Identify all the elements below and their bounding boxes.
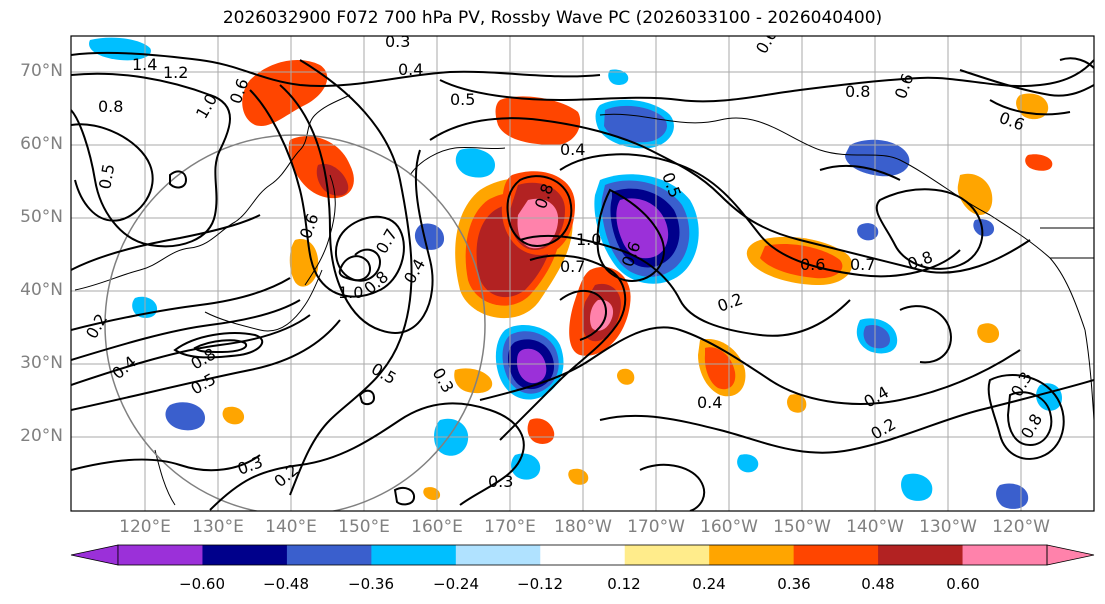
map-title: 2026032900 F072 700 hPa PV, Rossby Wave … [222, 8, 883, 28]
lon-label-150e: 150°E [338, 517, 390, 537]
lat-label-40n: 40°N [20, 280, 63, 300]
contour-label: 0.3 [488, 472, 513, 491]
lon-label-120w: 120°W [992, 517, 1050, 537]
lat-label-70n: 70°N [20, 61, 63, 81]
colorbar-segment [202, 545, 288, 565]
pv-contours [71, 51, 1094, 511]
colorbar-tick: −0.24 [433, 575, 479, 593]
colorbar-segment [286, 545, 372, 565]
colorbar-segment [709, 545, 795, 565]
contour-label: 0.3 [385, 32, 410, 51]
contour-label: 0.4 [697, 393, 722, 412]
colorbar-segment [540, 545, 626, 565]
colorbar-segment [455, 545, 541, 565]
colorbar-tick: 0.24 [692, 575, 726, 593]
colorbar-extend-right [1046, 544, 1095, 566]
lon-label-170w: 170°W [627, 517, 685, 537]
lat-label-60n: 60°N [20, 134, 63, 154]
colorbar-tick: −0.48 [263, 575, 309, 593]
lon-label-140w: 140°W [846, 517, 904, 537]
contour-label: 1.0 [338, 283, 363, 302]
contour-label: 0.8 [98, 97, 123, 116]
contour-label: 0.4 [560, 140, 585, 159]
colorbar [70, 544, 1095, 566]
lat-label-50n: 50°N [20, 207, 63, 227]
colorbar-segment [624, 545, 710, 565]
lon-label-150w: 150°W [773, 517, 831, 537]
lat-label-20n: 20°N [20, 426, 63, 446]
contour-label: 1.2 [163, 63, 188, 82]
lon-label-170e: 170°E [484, 517, 536, 537]
contour-label: 0.4 [398, 60, 423, 79]
map-border [70, 35, 1095, 512]
coastlines [74, 94, 1094, 506]
lon-label-180w: 180°W [554, 517, 612, 537]
lat-label-30n: 30°N [20, 353, 63, 373]
contour-label: 0.7 [560, 257, 585, 276]
colorbar-tick: −0.12 [517, 575, 563, 593]
lon-label-130w: 130°W [919, 517, 977, 537]
colorbar-extend-left [70, 544, 119, 566]
colorbar-tick: 0.36 [777, 575, 811, 593]
contour-label: 0.8 [845, 82, 870, 101]
contour-label: 0.5 [450, 90, 475, 109]
colorbar-tick: 0.48 [861, 575, 895, 593]
colorbar-segment [962, 545, 1048, 565]
colorbar-border [117, 544, 1048, 566]
lon-label-160e: 160°E [411, 517, 463, 537]
colorbar-tick: −0.36 [348, 575, 394, 593]
colorbar-segment [371, 545, 457, 565]
contour-label: 0.7 [850, 255, 875, 274]
lon-label-160w: 160°W [700, 517, 758, 537]
lon-label-130e: 130°E [192, 517, 244, 537]
colorbar-tick: 0.12 [607, 575, 641, 593]
contour-label: 1.4 [132, 55, 157, 74]
lon-label-120e: 120°E [119, 517, 171, 537]
colorbar-tick: −0.60 [179, 575, 225, 593]
colorbar-tick: 0.60 [946, 575, 980, 593]
contour-label: 1.0 [576, 230, 601, 249]
colorbar-segment [793, 545, 879, 565]
negative-pc-shading [89, 37, 1062, 509]
lon-label-140e: 140°E [265, 517, 317, 537]
reference-circle [104, 134, 486, 511]
colorbar-segment [878, 545, 964, 565]
contour-label: 0.6 [800, 255, 825, 274]
contour-label: 0.5 [95, 162, 118, 190]
colorbar-segment [118, 545, 203, 565]
